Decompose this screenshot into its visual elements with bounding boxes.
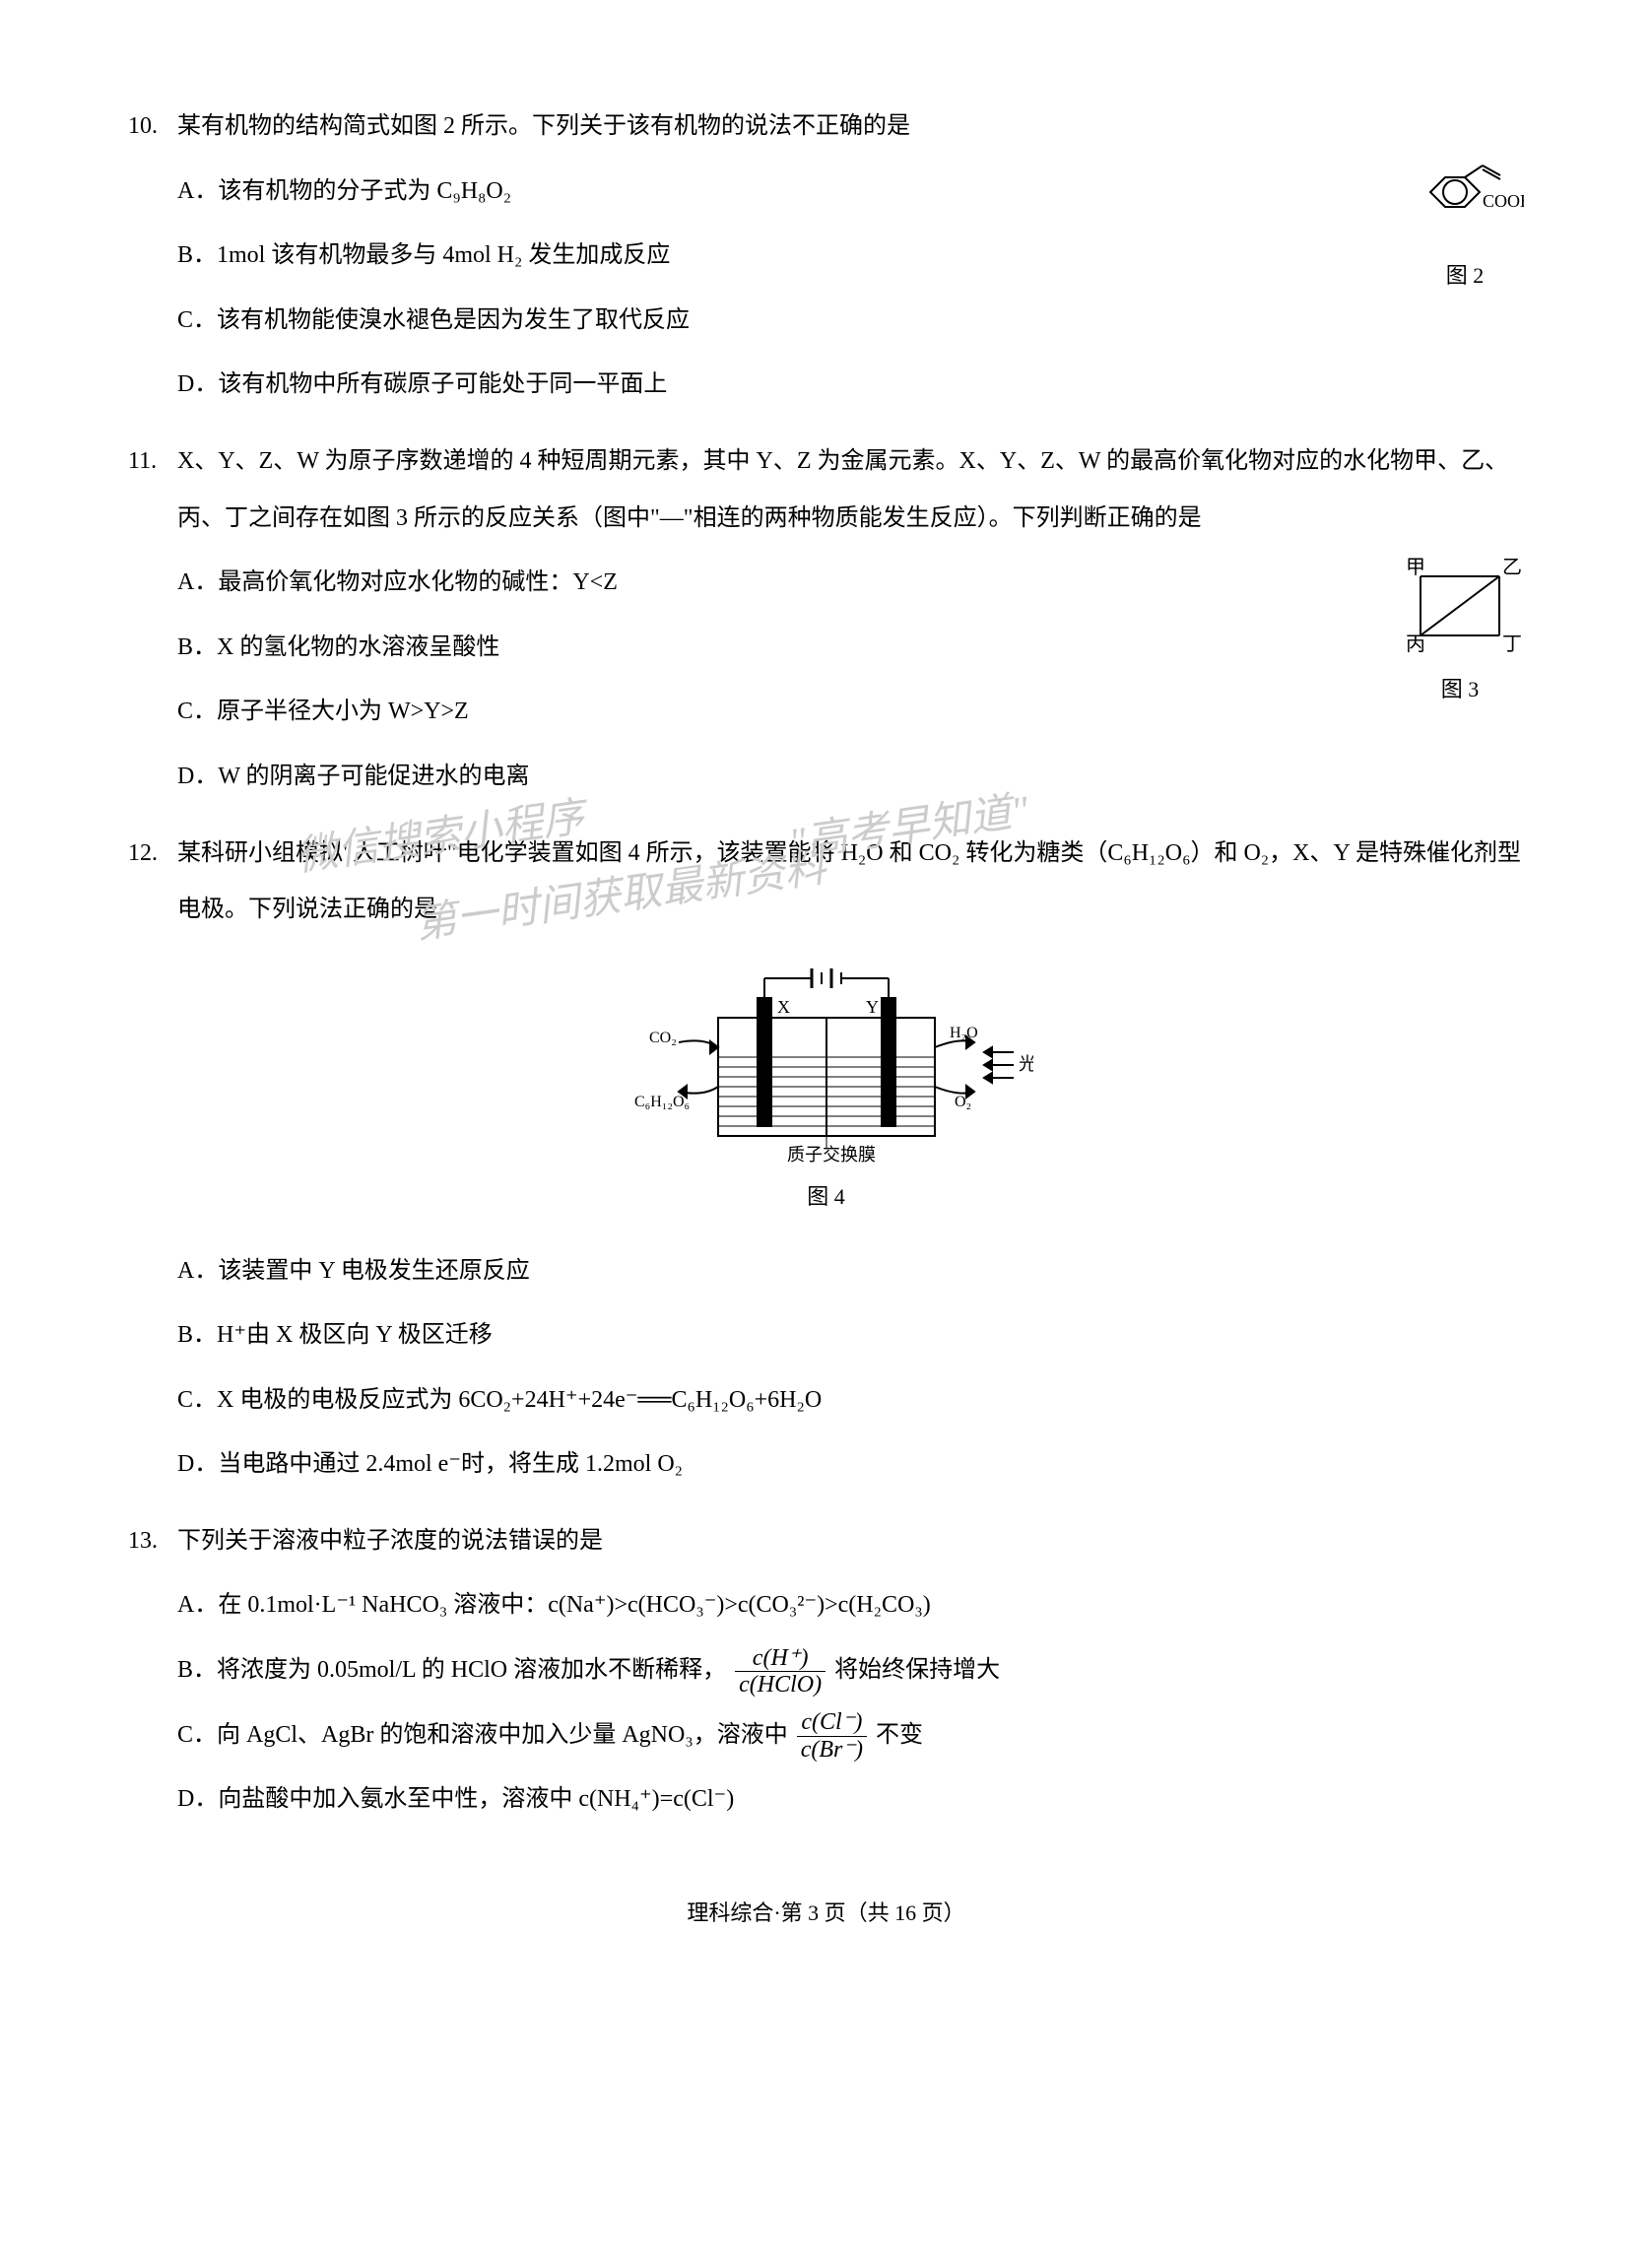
- fig4-svg: X Y CO₂ C₆H₁₂O₆ H₂O O₂ 光 质子交换膜: [620, 959, 1033, 1166]
- q13-b-frac: c(H⁺) c(HClO): [735, 1645, 826, 1699]
- q11-opt-c: C．原子半径大小为 W>Y>Z: [128, 684, 1524, 741]
- svg-text:光: 光: [1019, 1054, 1033, 1074]
- question-13: 13. 下列关于溶液中粒子浓度的说法错误的是 A．在 0.1mol·L⁻¹ Na…: [128, 1513, 1524, 1829]
- q13-c-suffix: 不变: [876, 1722, 923, 1748]
- q11-num: 11.: [128, 433, 177, 491]
- svg-text:丁: 丁: [1502, 633, 1522, 655]
- q13-opt-a: A．在 0.1mol·L⁻¹ NaHCO₃ 溶液中：c(Na⁺)>c(HCO₃⁻…: [128, 1577, 1524, 1634]
- q13-opt-b: B．将浓度为 0.05mol/L 的 HClO 溶液加水不断稀释， c(H⁺) …: [128, 1642, 1524, 1699]
- q10-opt-d: D．该有机物中所有碳原子可能处于同一平面上: [128, 357, 1524, 414]
- figure-2: COOH 图 2: [1406, 158, 1524, 302]
- svg-text:甲: 甲: [1406, 557, 1425, 578]
- q13-opt-c: C．向 AgCl、AgBr 的饱和溶液中加入少量 AgNO₃，溶液中 c(Cl⁻…: [128, 1707, 1524, 1765]
- q11-opt-d: D．W 的阴离子可能促进水的电离: [128, 749, 1524, 806]
- q12-opt-c: C．X 电极的电极反应式为 6CO₂+24H⁺+24e⁻══C₆H₁₂O₆+6H…: [128, 1372, 1524, 1430]
- page-footer: 理科综合·第 3 页（共 16 页）: [128, 1888, 1524, 1940]
- q11-opt-b: B．X 的氢化物的水溶液呈酸性: [128, 620, 1524, 677]
- q12-opt-b: B．H⁺由 X 极区向 Y 极区迁移: [128, 1307, 1524, 1365]
- q13-b-prefix: B．将浓度为 0.05mol/L 的 HClO 溶液加水不断稀释，: [177, 1657, 726, 1683]
- q11-stem: X、Y、Z、W 为原子序数递增的 4 种短周期元素，其中 Y、Z 为金属元素。X…: [177, 433, 1524, 547]
- q10-opt-c: C．该有机物能使溴水褪色是因为发生了取代反应: [128, 293, 1524, 350]
- question-11: 11. X、Y、Z、W 为原子序数递增的 4 种短周期元素，其中 Y、Z 为金属…: [128, 433, 1524, 806]
- q13-num: 13.: [128, 1513, 177, 1570]
- svg-text:丙: 丙: [1406, 633, 1425, 655]
- svg-text:乙: 乙: [1502, 557, 1522, 578]
- figure-4: X Y CO₂ C₆H₁₂O₆ H₂O O₂ 光 质子交换膜 图 4: [128, 959, 1524, 1224]
- svg-text:H₂O: H₂O: [950, 1025, 978, 1041]
- figure-3: 甲 乙 丙 丁 图 3: [1396, 552, 1524, 716]
- fig3-svg: 甲 乙 丙 丁: [1396, 552, 1524, 660]
- svg-text:CO₂: CO₂: [649, 1030, 677, 1046]
- q12-num: 12.: [128, 826, 177, 883]
- fig3-caption: 图 3: [1396, 664, 1524, 716]
- q12-opt-a: A．该装置中 Y 电极发生还原反应: [128, 1243, 1524, 1300]
- q10-num: 10.: [128, 99, 177, 156]
- q12-opt-d: D．当电路中通过 2.4mol e⁻时，将生成 1.2mol O₂: [128, 1436, 1524, 1494]
- svg-text:C₆H₁₂O₆: C₆H₁₂O₆: [634, 1094, 690, 1110]
- q10-opt-b: B．1mol 该有机物最多与 4mol H₂ 发生加成反应: [128, 228, 1524, 285]
- q13-opt-d: D．向盐酸中加入氨水至中性，溶液中 c(NH₄⁺)=c(Cl⁻): [128, 1771, 1524, 1829]
- q11-opt-a: A．最高价氧化物对应水化物的碱性：Y<Z: [128, 555, 1524, 612]
- fig2-svg: COOH: [1406, 158, 1524, 246]
- q13-b-suffix: 将始终保持增大: [834, 1657, 1000, 1683]
- svg-text:质子交换膜: 质子交换膜: [787, 1145, 876, 1165]
- svg-text:Y: Y: [866, 997, 879, 1017]
- svg-text:X: X: [777, 997, 790, 1017]
- q12-stem: 某科研小组模拟"人工树叶"电化学装置如图 4 所示，该装置能将 H₂O 和 CO…: [177, 826, 1524, 939]
- fig2-cooh-label: COOH: [1483, 191, 1524, 211]
- fig2-caption: 图 2: [1406, 250, 1524, 302]
- q13-c-frac: c(Cl⁻) c(Br⁻): [797, 1709, 867, 1763]
- q13-stem: 下列关于溶液中粒子浓度的说法错误的是: [177, 1513, 1524, 1570]
- question-12: 12. 某科研小组模拟"人工树叶"电化学装置如图 4 所示，该装置能将 H₂O …: [128, 826, 1524, 1494]
- fig4-caption: 图 4: [128, 1171, 1524, 1224]
- q13-c-prefix: C．向 AgCl、AgBr 的饱和溶液中加入少量 AgNO₃，溶液中: [177, 1722, 788, 1748]
- q10-stem: 某有机物的结构简式如图 2 所示。下列关于该有机物的说法不正确的是: [177, 99, 1524, 156]
- q10-opt-a: A．该有机物的分子式为 C₉H₈O₂: [128, 164, 1524, 221]
- question-10: 10. 某有机物的结构简式如图 2 所示。下列关于该有机物的说法不正确的是 A．…: [128, 99, 1524, 414]
- svg-text:O₂: O₂: [955, 1094, 971, 1110]
